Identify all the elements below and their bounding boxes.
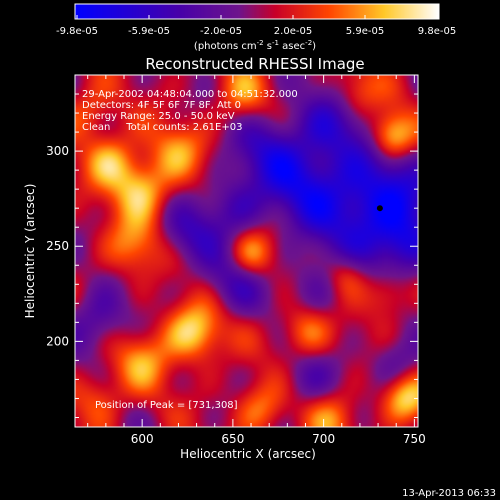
- x-axis-ticks: 600 650 700 750: [87, 75, 426, 446]
- colorbar-tick-label: 2.0e-05: [274, 26, 312, 37]
- plot-frame: [74, 74, 419, 428]
- colorbar-unit-label: (photons cm-2 s-1 asec-2): [194, 39, 316, 52]
- y-axis-label: Heliocentric Y (arcsec): [23, 184, 37, 319]
- info-overlay: 29-Apr-2002 04:48:04.000 to 04:51:32.000…: [82, 89, 298, 411]
- detectors-text: Detectors: 4F 5F 6F 7F 8F, Att 0: [82, 100, 241, 111]
- y-tick-label: 200: [46, 334, 69, 348]
- clean-counts-text: Clean Total counts: 2.61E+03: [82, 122, 242, 133]
- x-tick-label: 750: [403, 432, 426, 446]
- energy-range-text: Energy Range: 25.0 - 50.0 keV: [82, 111, 235, 122]
- colorbar-tick-label: 5.9e-05: [346, 26, 384, 37]
- colorbar-gradient: [75, 4, 439, 19]
- colorbar-tick-label: -2.0e-05: [200, 26, 242, 37]
- peak-marker: [376, 205, 383, 212]
- x-axis-label: Heliocentric X (arcsec): [180, 447, 316, 461]
- x-tick-label: 700: [312, 432, 335, 446]
- colorbar-ticks: -9.8e-05 -5.9e-05 -2.0e-05 2.0e-05 5.9e-05 9.…: [56, 15, 456, 37]
- time-range-text: 29-Apr-2002 04:48:04.000 to 04:51:32.000: [82, 89, 298, 100]
- colorbar-tick-label: 9.8e-05: [418, 26, 456, 37]
- heatmap-image: [75, 75, 418, 427]
- y-axis-ticks: 200 250 300: [46, 74, 418, 418]
- peak-position-text: Position of Peak = [731,308]: [95, 400, 238, 411]
- colorbar-tick-label: -5.9e-05: [128, 26, 170, 37]
- y-tick-label: 300: [46, 144, 69, 158]
- colorbar: -9.8e-05 -5.9e-05 -2.0e-05 2.0e-05 5.9e-05 9.…: [56, 3, 456, 52]
- colorbar-tick-label: -9.8e-05: [56, 26, 98, 37]
- x-tick-label: 600: [131, 432, 154, 446]
- footer-date: 13-Apr-2013 06:33: [402, 488, 496, 499]
- colorbar-frame: [74, 3, 440, 20]
- x-tick-label: 650: [221, 432, 244, 446]
- y-tick-label: 250: [46, 239, 69, 253]
- chart-title: Reconstructed RHESSI Image: [145, 55, 364, 73]
